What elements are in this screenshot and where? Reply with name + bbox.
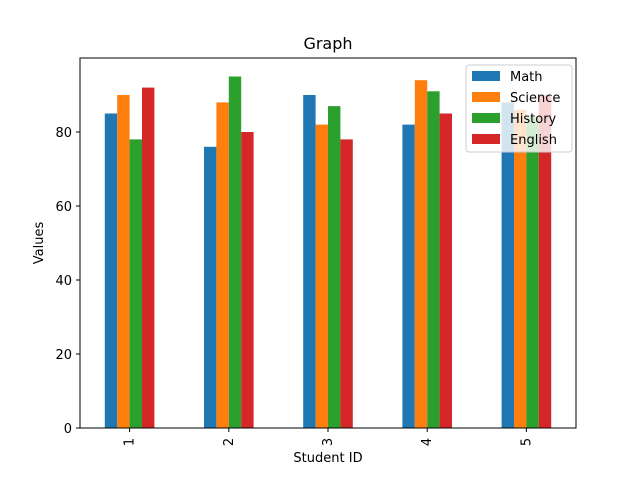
bar-history-5 — [526, 117, 539, 428]
bar-history-4 — [427, 91, 440, 429]
y-tick-label: 40 — [55, 274, 72, 289]
x-axis-label: Student ID — [293, 451, 362, 466]
y-tick-label: 0 — [64, 422, 72, 437]
x-tick-label: 5 — [519, 438, 534, 446]
y-tick-label: 60 — [55, 200, 72, 215]
x-tick-label: 1 — [123, 438, 138, 446]
bar-math-3 — [303, 95, 316, 428]
bar-english-2 — [241, 132, 254, 428]
bar-english-5 — [538, 95, 552, 428]
legend-label-math: Math — [510, 70, 543, 85]
x-tick-label: 4 — [420, 438, 435, 446]
bar-science-2 — [216, 102, 229, 429]
legend-swatch-english — [472, 134, 500, 144]
legend-label-history: History — [510, 112, 557, 127]
bar-math-4 — [402, 124, 415, 428]
legend-label-science: Science — [510, 91, 560, 106]
y-tick-label: 80 — [55, 126, 72, 141]
bar-math-2 — [204, 146, 217, 429]
plot-area: 0 20 40 60 80 1 2 3 4 5 — [55, 57, 577, 446]
bar-history-2 — [228, 76, 242, 428]
bar-science-4 — [414, 80, 428, 428]
bar-history-3 — [328, 106, 341, 428]
legend: Math Science History English — [465, 64, 573, 153]
bar-science-3 — [315, 124, 328, 428]
bar-science-5 — [514, 109, 527, 429]
bar-english-1 — [142, 87, 155, 428]
legend-box — [465, 64, 573, 153]
bar-english-4 — [439, 113, 452, 428]
chart-title: Graph — [303, 34, 352, 53]
bar-science-1 — [117, 95, 130, 428]
legend-label-english: English — [510, 133, 557, 148]
x-tick-label: 3 — [321, 438, 336, 446]
bar-math-5 — [501, 102, 514, 429]
legend-swatch-science — [472, 92, 500, 102]
bar-history-1 — [129, 139, 142, 428]
y-tick-label: 20 — [55, 348, 72, 363]
x-tick-label: 2 — [222, 438, 237, 446]
bar-math-1 — [104, 113, 118, 428]
legend-swatch-math — [472, 71, 500, 81]
legend-swatch-history — [472, 113, 500, 123]
bar-english-3 — [340, 139, 353, 428]
y-axis-label: Values — [32, 222, 47, 265]
